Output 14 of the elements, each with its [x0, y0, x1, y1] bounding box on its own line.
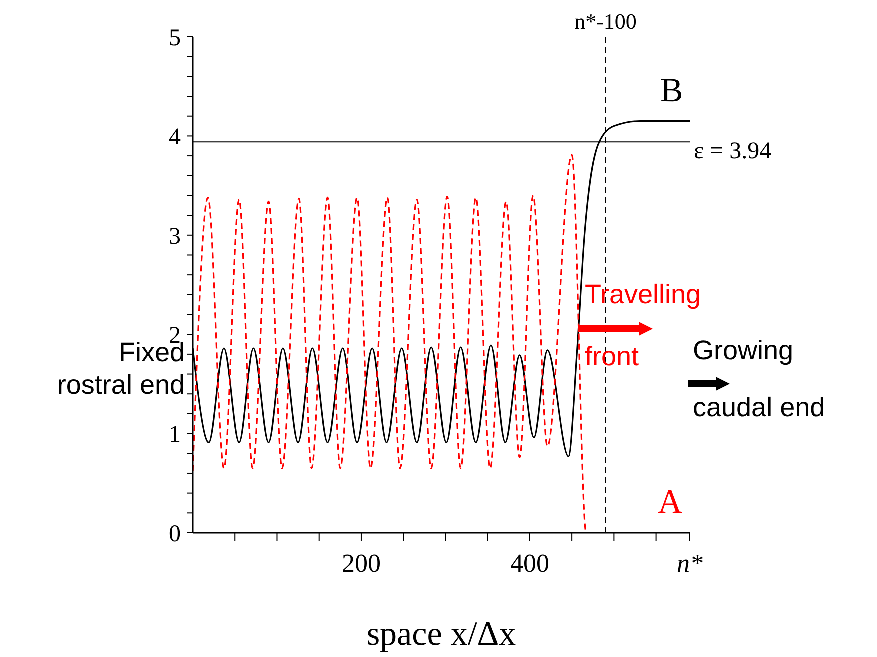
y-tick-label: 3: [169, 224, 181, 250]
y-tick-label: 1: [169, 422, 181, 448]
y-tick-label: 5: [169, 25, 181, 52]
y-tick-label: 0: [169, 521, 181, 548]
x-tick-label: 400: [510, 548, 550, 578]
x-axis-title: space x/Δx: [366, 616, 516, 653]
x-tick-label: n*: [677, 548, 703, 578]
y-tick-label: 4: [169, 124, 181, 151]
annotation: A: [658, 484, 683, 522]
ref-line-label: n*-100: [574, 9, 637, 34]
ref-line-label: ε = 3.94: [694, 138, 772, 165]
annotation: B: [660, 72, 684, 110]
text: Growing caudal end: [693, 336, 826, 422]
x-tick-label: 200: [342, 548, 381, 578]
